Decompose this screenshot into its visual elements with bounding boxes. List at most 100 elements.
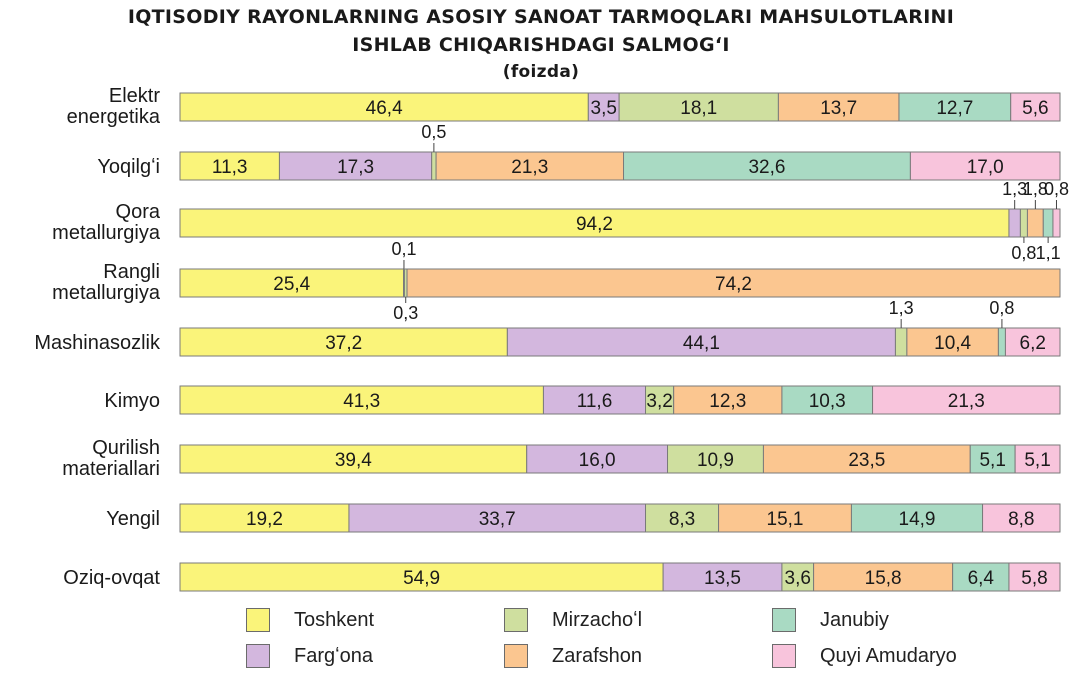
bar-segment-elektr-energetika-janubiy — [898, 92, 1012, 122]
legend-swatch-fargona — [246, 644, 270, 668]
legend-swatch-janubiy — [772, 608, 796, 632]
legend-item-zarafshon: Zarafshon — [504, 638, 772, 674]
bar-segment-mashinasozlik-farg-ona — [506, 327, 896, 357]
bar-segment-rangli-metallurgiya-toshkent — [179, 268, 405, 298]
bar-segment-qora-metallurgiya-toshkent — [179, 208, 1010, 238]
category-label-mashinasozlik-1: Mashinasozlik — [34, 332, 161, 354]
data-label-elektr-energetika-toshkent: 46,4 — [366, 98, 403, 119]
data-label-rangli-metallurgiya-zarafshon: 74,2 — [715, 274, 752, 295]
callout-label-mashinasozlik-janubiy: 0,8 — [989, 298, 1014, 318]
callout-label-qora-metallurgiya-quyi-amudaryo: 0,8 — [1044, 179, 1069, 199]
data-label-yengil-farg-ona: 33,7 — [479, 509, 516, 530]
chart-title-line-2: ISHLAB CHIQARISHDAGI SALMOGʻI — [352, 34, 730, 56]
legend-label-fargona: Fargʻona — [294, 644, 373, 667]
callout-label-qora-metallurgiya-zarafshon: 1,8 — [1023, 179, 1048, 199]
data-label-qora-metallurgiya-toshkent: 94,2 — [576, 214, 613, 235]
legend-item-janubiy: Janubiy — [772, 602, 1022, 638]
bar-segment-qurilish-materiallari-janubiy — [969, 444, 1016, 474]
data-label-kimyo-zarafshon: 12,3 — [709, 391, 746, 412]
bar-segment-qora-metallurgiya-quyi-amudaryo — [1052, 208, 1061, 238]
data-label-qurilish-materiallari-mirzacho-l: 10,9 — [697, 450, 734, 471]
bar-segment-kimyo-quyi-amudaryo — [872, 385, 1061, 415]
data-label-oziq-ovqat-zarafshon: 15,8 — [865, 568, 902, 589]
bar-segment-elektr-energetika-toshkent — [179, 92, 589, 122]
bar-segment-qurilish-materiallari-farg-ona — [526, 444, 669, 474]
data-label-oziq-ovqat-quyi-amudaryo: 5,8 — [1021, 568, 1047, 589]
data-label-oziq-ovqat-janubiy: 6,4 — [968, 568, 995, 589]
callout-label-qora-metallurgiya-mirzacho-l: 0,8 — [1011, 243, 1036, 263]
data-label-mashinasozlik-quyi-amudaryo: 6,2 — [1020, 333, 1046, 354]
data-label-qurilish-materiallari-zarafshon: 23,5 — [848, 450, 885, 471]
bar-segment-yengil-janubiy — [850, 503, 984, 533]
category-label-qurilish-materiallari-2: materiallari — [62, 458, 160, 480]
data-label-yengil-mirzacho-l: 8,3 — [669, 509, 695, 530]
chart-title-line-1: IQTISODIY RAYONLARNING ASOSIY SANOAT TAR… — [127, 6, 955, 28]
data-label-yoqilg-i-quyi-amudaryo: 17,0 — [967, 157, 1004, 178]
data-label-yengil-zarafshon: 15,1 — [767, 509, 804, 530]
data-label-mashinasozlik-toshkent: 37,2 — [325, 333, 362, 354]
legend-item-toshkent: Toshkent — [246, 602, 504, 638]
bar-segment-yengil-mirzacho-l — [645, 503, 720, 533]
data-label-elektr-energetika-janubiy: 12,7 — [936, 98, 973, 119]
bar-segment-yengil-zarafshon — [718, 503, 852, 533]
bar-segment-yoqilg-i-toshkent — [179, 151, 280, 181]
data-label-qurilish-materiallari-farg-ona: 16,0 — [579, 450, 616, 471]
data-label-elektr-energetika-zarafshon: 13,7 — [820, 98, 857, 119]
bar-segment-qora-metallurgiya-farg-ona — [1008, 208, 1021, 238]
bar-segment-mashinasozlik-toshkent — [179, 327, 508, 357]
callout-label-qora-metallurgiya-farg-ona: 1,3 — [1002, 179, 1027, 199]
category-label-qora-metallurgiya-2: metallurgiya — [52, 222, 161, 244]
category-label-elektr-energetika-2: energetika — [67, 106, 161, 128]
data-label-kimyo-farg-ona: 11,6 — [577, 391, 613, 412]
bar-segment-oziq-ovqat-janubiy — [952, 562, 1010, 592]
callout-label-yoqilg-i-mirzacho-l: 0,5 — [421, 122, 446, 142]
bar-segment-elektr-energetika-mirzacho-l — [618, 92, 779, 122]
category-label-yengil-1: Yengil — [106, 508, 160, 530]
callout-label-rangli-metallurgiya-mirzacho-l: 0,3 — [393, 303, 418, 323]
bar-segment-yengil-farg-ona — [348, 503, 647, 533]
chart-legend: Toshkent Mirzachoʻl Janubiy Fargʻona Zar… — [246, 602, 1026, 674]
data-label-mashinasozlik-zarafshon: 10,4 — [934, 333, 971, 354]
data-label-qurilish-materiallari-toshkent: 39,4 — [335, 450, 372, 471]
data-label-yoqilg-i-farg-ona: 17,3 — [337, 157, 374, 178]
bar-segment-yengil-quyi-amudaryo — [982, 503, 1061, 533]
bar-segment-qora-metallurgiya-mirzacho-l — [1019, 208, 1028, 238]
bar-segment-kimyo-janubiy — [781, 385, 874, 415]
bar-segment-kimyo-zarafshon — [673, 385, 783, 415]
legend-label-quyi-amudaryo: Quyi Amudaryo — [820, 644, 957, 667]
bar-segment-oziq-ovqat-toshkent — [179, 562, 664, 592]
data-label-qurilish-materiallari-janubiy: 5,1 — [979, 450, 1005, 471]
data-label-yoqilg-i-toshkent: 11,3 — [212, 157, 248, 178]
callout-label-rangli-metallurgiya-farg-ona: 0,1 — [391, 239, 416, 259]
callout-label-qora-metallurgiya-janubiy: 1,1 — [1036, 243, 1061, 263]
data-label-qurilish-materiallari-quyi-amudaryo: 5,1 — [1024, 450, 1050, 471]
data-label-kimyo-mirzacho-l: 3,2 — [646, 391, 672, 412]
legend-item-mirzachol: Mirzachoʻl — [504, 602, 772, 638]
legend-swatch-toshkent — [246, 608, 270, 632]
callout-label-mashinasozlik-mirzacho-l: 1,3 — [889, 298, 914, 318]
category-label-qurilish-materiallari-1: Qurilish — [92, 437, 160, 459]
legend-label-mirzachol: Mirzachoʻl — [552, 608, 643, 631]
bar-segment-oziq-ovqat-zarafshon — [813, 562, 954, 592]
category-label-rangli-metallurgiya-1: Rangli — [103, 261, 160, 283]
data-label-kimyo-quyi-amudaryo: 21,3 — [948, 391, 985, 412]
legend-item-fargona: Fargʻona — [246, 638, 504, 674]
data-label-yengil-janubiy: 14,9 — [899, 509, 936, 530]
bar-segment-mashinasozlik-quyi-amudaryo — [1004, 327, 1061, 357]
bar-segment-yoqilg-i-janubiy — [623, 151, 911, 181]
bar-segment-mashinasozlik-mirzacho-l — [894, 327, 908, 357]
data-label-mashinasozlik-farg-ona: 44,1 — [683, 333, 720, 354]
bar-segment-qora-metallurgiya-janubiy — [1042, 208, 1054, 238]
data-label-rangli-metallurgiya-toshkent: 25,4 — [273, 274, 310, 295]
category-label-oziq-ovqat-1: Oziq-ovqat — [63, 567, 160, 589]
legend-label-toshkent: Toshkent — [294, 608, 375, 631]
data-label-yoqilg-i-janubiy: 32,6 — [748, 157, 785, 178]
data-label-kimyo-janubiy: 10,3 — [809, 391, 846, 412]
bar-segment-kimyo-farg-ona — [542, 385, 647, 415]
data-label-yengil-quyi-amudaryo: 8,8 — [1008, 509, 1034, 530]
data-label-oziq-ovqat-toshkent: 54,9 — [403, 568, 440, 589]
data-label-yengil-toshkent: 19,2 — [246, 509, 283, 530]
bar-segment-elektr-energetika-quyi-amudaryo — [1010, 92, 1061, 122]
data-label-elektr-energetika-mirzacho-l: 18,1 — [680, 98, 717, 119]
